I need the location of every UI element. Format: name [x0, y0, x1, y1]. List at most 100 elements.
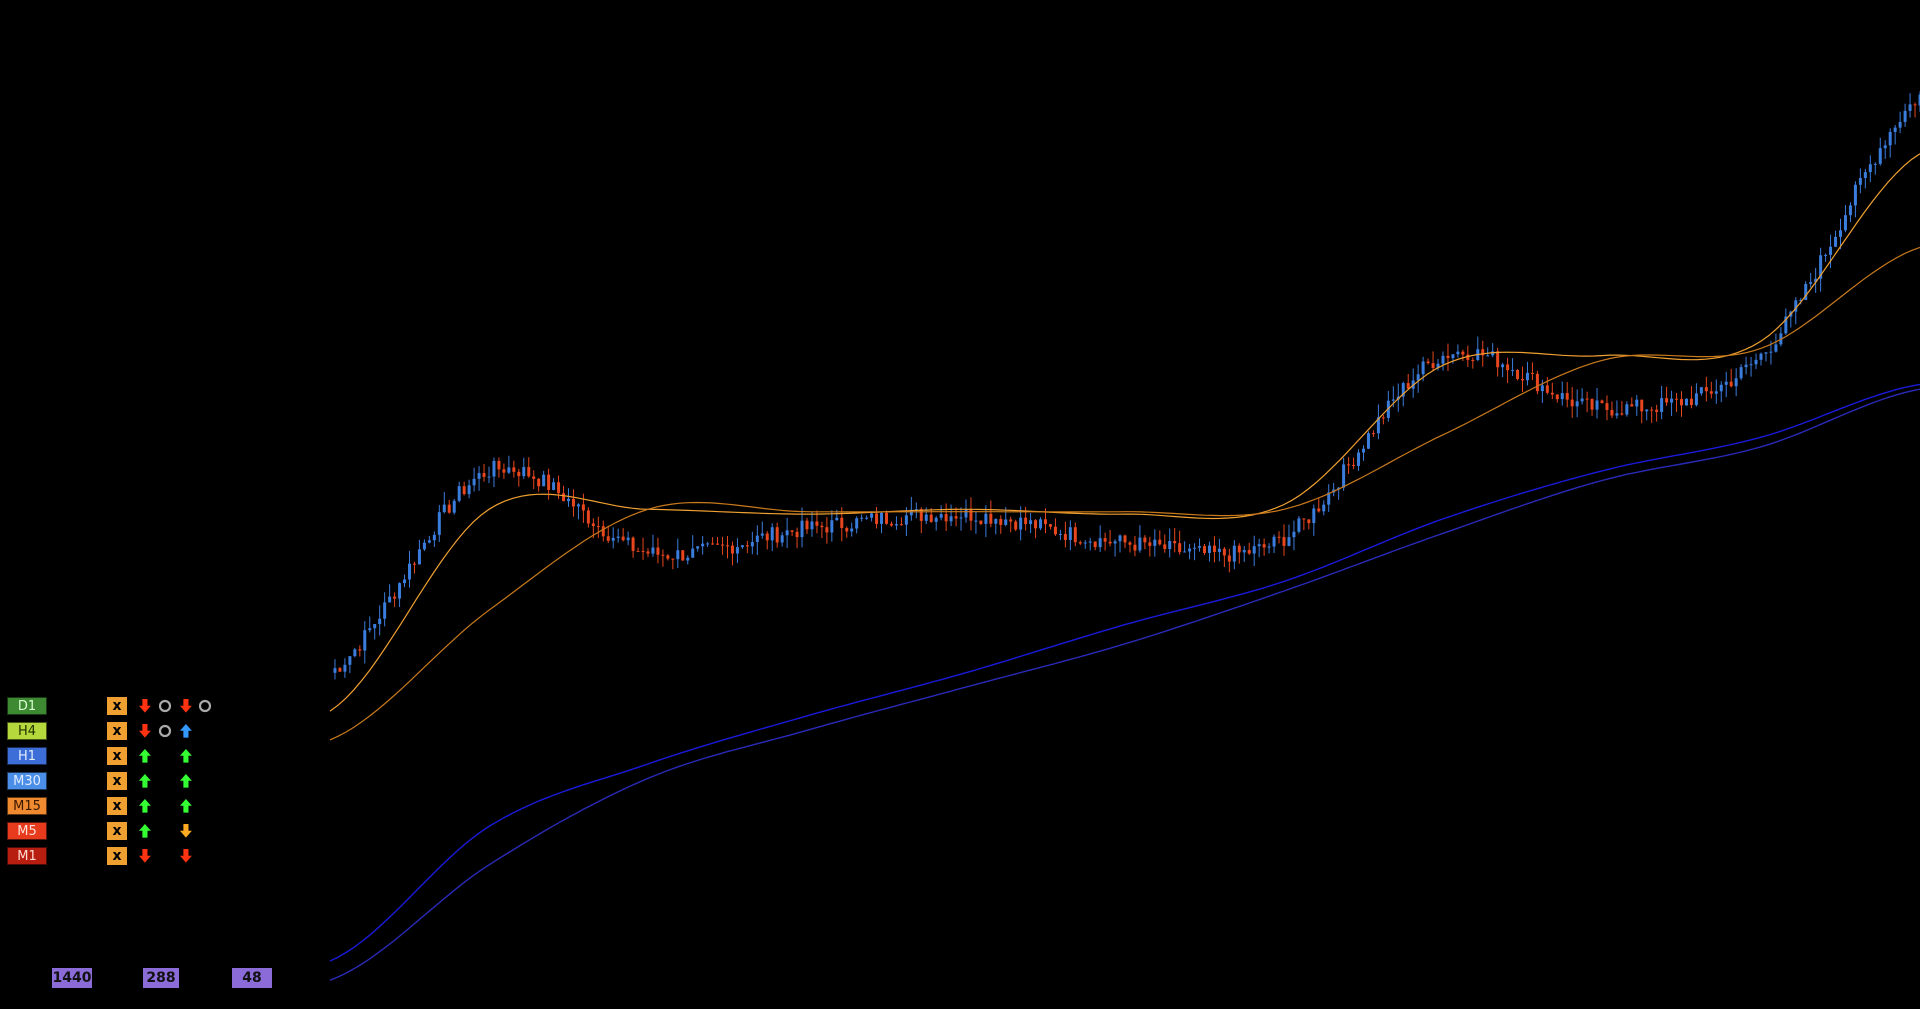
bull-candle: [1819, 255, 1823, 279]
timeframe-badge-m1[interactable]: M1: [7, 847, 47, 865]
bear-candle: [969, 509, 973, 521]
bull-candle: [1829, 246, 1833, 255]
bear-candle: [1481, 349, 1485, 356]
bull-candle: [1088, 541, 1092, 543]
arrow-up-icon: [177, 721, 195, 741]
bear-candle: [537, 478, 541, 487]
timeframe-badge-d1[interactable]: D1: [7, 697, 47, 715]
bear-candle: [1590, 398, 1594, 410]
bull-candle: [1376, 417, 1380, 434]
bear-candle: [666, 555, 670, 559]
bull-candle: [403, 579, 407, 584]
bear-candle: [1506, 364, 1510, 371]
bull-candle: [735, 547, 739, 554]
bull-candle: [373, 624, 377, 629]
bull-candle: [1754, 359, 1758, 365]
close-x-box[interactable]: x: [107, 822, 127, 840]
bear-candle: [989, 513, 993, 524]
close-x-box[interactable]: x: [107, 747, 127, 765]
bear-candle: [1108, 541, 1112, 544]
timeframe-badge-h4[interactable]: H4: [7, 722, 47, 740]
bear-candle: [1545, 385, 1549, 393]
bear-candle: [1093, 541, 1097, 548]
bull-candle: [472, 478, 476, 486]
timeframe-badge-m5[interactable]: M5: [7, 822, 47, 840]
bull-candle: [626, 537, 630, 541]
bull-candle: [432, 534, 436, 541]
bull-candle: [904, 515, 908, 525]
timeframe-badge-m15[interactable]: M15: [7, 797, 47, 815]
bull-candle: [835, 517, 839, 521]
bear-candle: [820, 525, 824, 528]
bull-candle: [1252, 546, 1256, 554]
bull-candle: [1868, 164, 1872, 173]
bull-candle: [1575, 401, 1579, 407]
bear-candle: [1123, 535, 1127, 543]
bull-candle: [442, 504, 446, 513]
bear-candle: [1610, 409, 1614, 416]
bear-candle: [656, 547, 660, 555]
close-x-box[interactable]: x: [107, 697, 127, 715]
bear-candle: [885, 512, 888, 524]
bull-candle: [417, 549, 421, 565]
bull-candle: [1511, 369, 1515, 371]
bull-candle: [1039, 519, 1043, 529]
bear-candle: [1282, 537, 1286, 546]
bull-candle: [701, 543, 705, 547]
bear-candle: [1048, 524, 1052, 527]
bull-candle: [800, 520, 804, 538]
bear-candle: [1302, 518, 1306, 520]
arrow-up-icon: [136, 796, 154, 816]
bull-candle: [1699, 387, 1703, 394]
bear-candle: [1655, 409, 1659, 412]
close-x-box[interactable]: x: [107, 847, 127, 865]
bear-candle: [1203, 546, 1206, 553]
arrow-down-icon: [177, 821, 195, 841]
bear-candle: [1073, 527, 1077, 543]
bull-candle: [398, 583, 402, 599]
bull-candle: [616, 536, 620, 538]
bull-candle: [1898, 121, 1902, 128]
bull-candle: [1764, 352, 1768, 354]
bull-candle: [1799, 300, 1803, 302]
bull-candle: [1824, 254, 1828, 256]
bear-candle: [1496, 351, 1500, 368]
bull-candle: [706, 543, 710, 545]
bull-candle: [1083, 542, 1087, 544]
timeframe-badge-h1[interactable]: H1: [7, 747, 47, 765]
close-x-box[interactable]: x: [107, 772, 127, 790]
bear-candle: [1381, 417, 1385, 419]
bull-candle: [974, 520, 978, 522]
bear-candle: [1565, 393, 1569, 400]
bull-candle: [576, 504, 580, 507]
bear-candle: [412, 563, 416, 565]
timeframe-badge-m30[interactable]: M30: [7, 772, 47, 790]
bull-candle: [696, 546, 700, 549]
bull-candle: [1416, 374, 1420, 381]
bear-candle: [462, 486, 466, 495]
arrow-up-icon: [136, 821, 154, 841]
bear-candle: [1689, 398, 1693, 406]
bear-candle: [1605, 403, 1609, 410]
bull-candle: [914, 509, 918, 511]
bear-candle: [1650, 409, 1654, 411]
bear-candle: [721, 544, 725, 546]
bull-candle: [1883, 145, 1887, 149]
bear-candle: [532, 476, 536, 479]
bull-candle: [1784, 316, 1788, 334]
bear-candle: [775, 527, 779, 543]
bear-candle: [571, 498, 575, 507]
bull-candle: [964, 509, 968, 518]
bear-candle: [1466, 354, 1470, 360]
bear-candle: [547, 474, 551, 490]
close-x-box[interactable]: x: [107, 797, 127, 815]
bull-candle: [507, 467, 511, 473]
bull-candle: [487, 476, 491, 478]
bear-candle: [517, 471, 521, 477]
bull-candle: [1113, 541, 1117, 544]
bull-candle: [1401, 383, 1405, 397]
bear-candle: [875, 513, 879, 524]
bear-candle: [790, 530, 794, 532]
close-x-box[interactable]: x: [107, 722, 127, 740]
